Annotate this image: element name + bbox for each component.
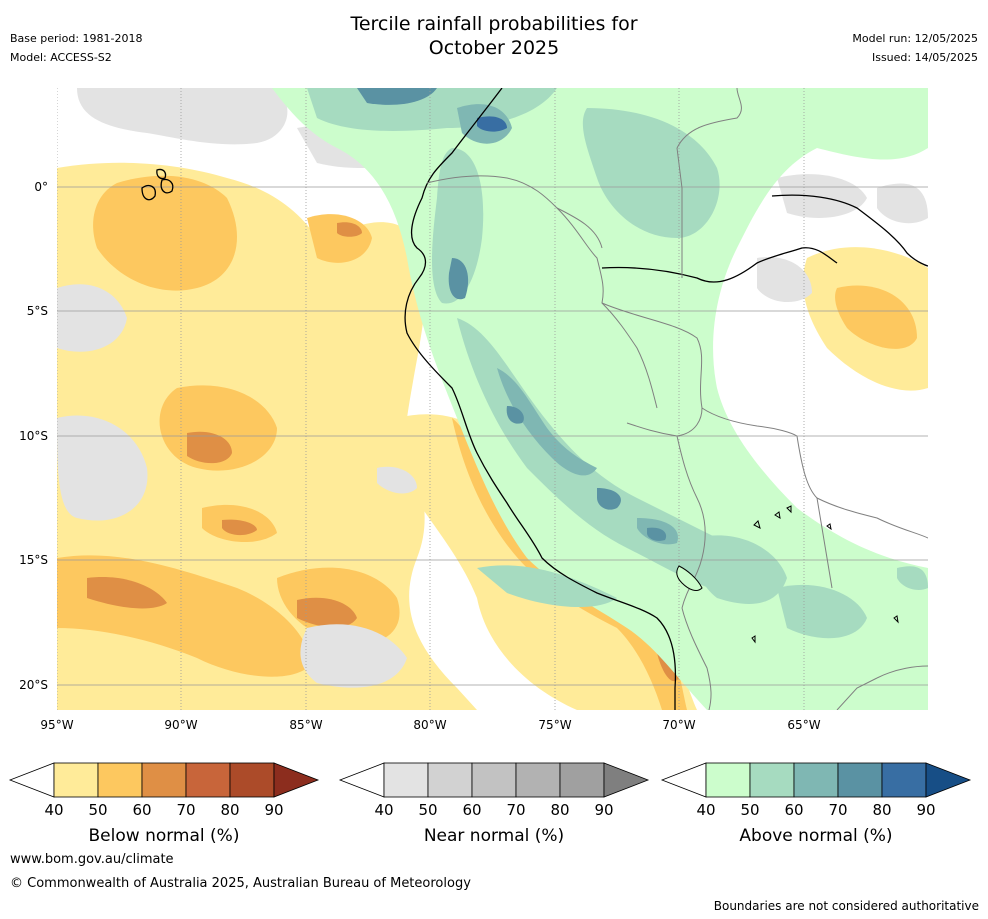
lon-label-85w: 85°W [289, 718, 323, 732]
near-normal-ticks: 40 50 60 70 80 90 [338, 801, 650, 821]
forecast-map [57, 88, 928, 710]
tick: 40 [696, 801, 716, 819]
tick: 90 [594, 801, 614, 819]
tick: 50 [740, 801, 760, 819]
lat-label-20s: 20°S [19, 678, 48, 692]
near-normal-colorbar [338, 762, 650, 798]
lat-label-5s: 5°S [26, 304, 48, 318]
tick: 90 [916, 801, 936, 819]
tick: 70 [828, 801, 848, 819]
lon-label-70w: 70°W [662, 718, 696, 732]
lon-label-95w: 95°W [40, 718, 74, 732]
map-svg [57, 88, 928, 710]
below-normal-ticks: 40 50 60 70 80 90 [8, 801, 320, 821]
chart-title: Tercile rainfall probabilities for Octob… [0, 12, 988, 60]
tick: 90 [264, 801, 284, 819]
lon-label-75w: 75°W [538, 718, 572, 732]
near-normal-title: Near normal (%) [423, 826, 565, 846]
issued-date: Issued: 14/05/2025 [871, 51, 978, 64]
tick: 60 [784, 801, 804, 819]
tick: 80 [872, 801, 892, 819]
website-link[interactable]: www.bom.gov.au/climate [10, 852, 174, 867]
title-line-1: Tercile rainfall probabilities for [350, 13, 638, 35]
tick: 50 [418, 801, 438, 819]
tick: 50 [88, 801, 108, 819]
country-borders [426, 88, 928, 710]
disclaimer-text: Boundaries are not considered authoritat… [713, 899, 979, 913]
coastline [141, 88, 928, 710]
title-line-2: October 2025 [428, 37, 560, 59]
tick: 40 [44, 801, 64, 819]
model-run: Model run: 12/05/2025 [852, 32, 978, 45]
above-normal-ticks: 40 50 60 70 80 90 [660, 801, 972, 821]
lon-label-90w: 90°W [164, 718, 198, 732]
above-normal-title: Above normal (%) [739, 826, 893, 846]
base-period: Base period: 1981-2018 [10, 32, 143, 45]
small-lakes [751, 505, 899, 644]
meta-right: Model run: 12/05/2025 Issued: 14/05/2025 [852, 32, 978, 70]
copyright-text: © Commonwealth of Australia 2025, Austra… [10, 876, 471, 891]
tick: 70 [176, 801, 196, 819]
tick: 80 [220, 801, 240, 819]
tick: 40 [374, 801, 394, 819]
lat-label-10s: 10°S [19, 429, 48, 443]
below-normal-colorbar [8, 762, 320, 798]
tick: 70 [506, 801, 526, 819]
lat-label-0: 0° [34, 180, 48, 194]
graticule [57, 88, 928, 710]
lon-label-80w: 80°W [413, 718, 447, 732]
lake-titicaca [676, 565, 703, 591]
tick: 60 [132, 801, 152, 819]
tick: 80 [550, 801, 570, 819]
lat-label-15s: 15°S [19, 553, 48, 567]
below-normal-areas [57, 162, 928, 710]
above-normal-colorbar [660, 762, 972, 798]
model-name: Model: ACCESS-S2 [10, 51, 112, 64]
meta-left: Base period: 1981-2018 Model: ACCESS-S2 [10, 32, 142, 70]
tick: 60 [462, 801, 482, 819]
below-normal-title: Below normal (%) [88, 826, 240, 846]
lon-label-65w: 65°W [787, 718, 821, 732]
